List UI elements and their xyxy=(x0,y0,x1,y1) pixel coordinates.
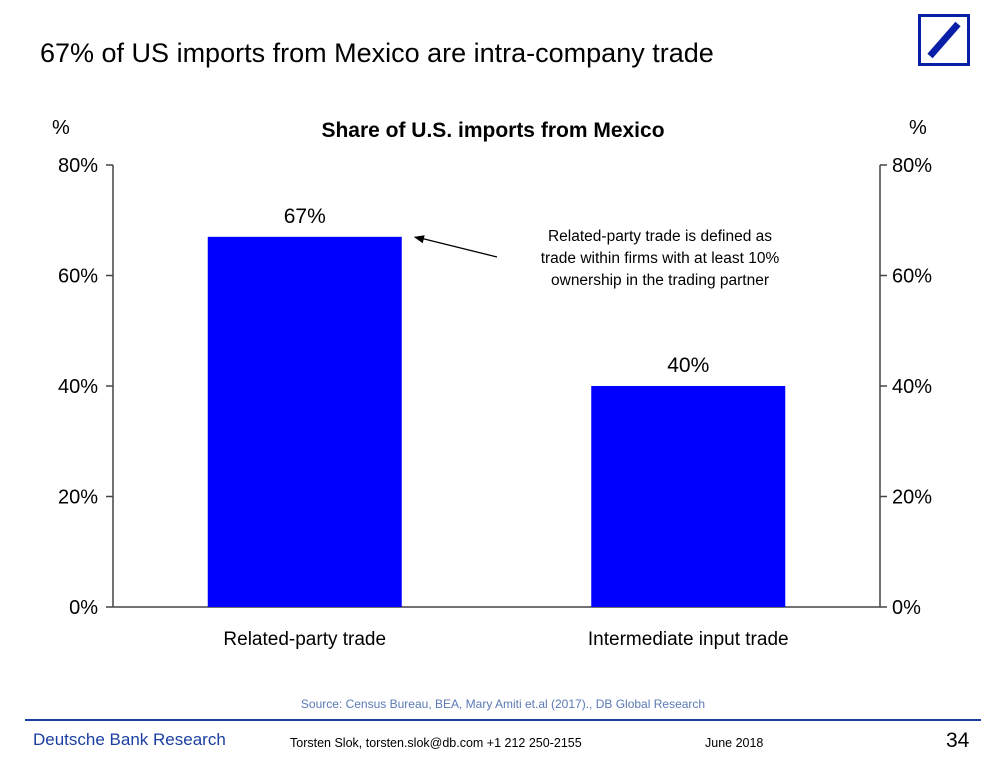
annotation-text: ownership in the trading partner xyxy=(551,272,769,289)
bar xyxy=(207,236,402,607)
y-tick-label-left: 20% xyxy=(58,487,98,509)
y-axis-label-right: % xyxy=(909,117,927,139)
y-tick-label-right: 60% xyxy=(892,266,932,288)
x-tick-label: Related-party trade xyxy=(223,629,386,650)
y-tick-label-left: 0% xyxy=(69,597,98,619)
axes: 0% 0% 20% 20% 40% 40% 60% 60% 80% 80% xyxy=(58,155,932,619)
bar-chart: Share of U.S. imports from Mexico % % 0%… xyxy=(52,117,932,650)
slide-title: 67% of US imports from Mexico are intra-… xyxy=(40,38,714,68)
y-tick-label-right: 40% xyxy=(892,376,932,398)
annotation: Related-party trade is defined as trade w… xyxy=(413,228,780,289)
annotation-text: trade within firms with at least 10% xyxy=(541,250,780,267)
y-tick-label-right: 20% xyxy=(892,487,932,509)
annotation-text: Related-party trade is defined as xyxy=(548,228,772,245)
x-tick-label: Intermediate input trade xyxy=(588,629,789,650)
bar-data-label: 40% xyxy=(667,354,709,377)
y-axis-label-left: % xyxy=(52,117,70,139)
footer-author: Torsten Slok, torsten.slok@db.com +1 212… xyxy=(290,736,582,750)
bars: 67% Related-party trade 40% Intermediate in… xyxy=(207,205,789,650)
y-tick-label-left: 60% xyxy=(58,266,98,288)
annotation-arrowhead xyxy=(413,235,425,244)
deutsche-bank-logo-icon xyxy=(918,14,970,66)
page-number: 34 xyxy=(946,729,970,752)
y-tick-label-right: 0% xyxy=(892,597,921,619)
y-tick-label-right: 80% xyxy=(892,155,932,177)
source-note: Source: Census Bureau, BEA, Mary Amiti e… xyxy=(300,697,706,711)
footer-divider xyxy=(25,719,981,721)
chart-title: Share of U.S. imports from Mexico xyxy=(321,119,664,142)
y-tick-label-left: 40% xyxy=(58,376,98,398)
bar xyxy=(591,386,786,607)
annotation-arrow-line xyxy=(421,237,498,258)
bar-data-label: 67% xyxy=(284,205,326,228)
footer-brand: Deutsche Bank Research xyxy=(33,730,226,749)
y-tick-label-left: 80% xyxy=(58,155,98,177)
footer-date: June 2018 xyxy=(705,736,764,750)
